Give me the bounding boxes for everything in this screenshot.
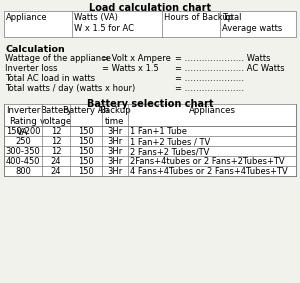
Text: Hours of Backup: Hours of Backup	[164, 13, 233, 22]
Text: 150: 150	[78, 147, 94, 156]
Text: = ………………… Watts: = ………………… Watts	[175, 54, 271, 63]
Text: 12: 12	[51, 147, 61, 156]
Text: Appliance: Appliance	[6, 13, 48, 22]
Text: = Watts x 1.5: = Watts x 1.5	[102, 64, 159, 73]
Text: Inverter loss: Inverter loss	[5, 64, 58, 73]
Text: 3Hr: 3Hr	[107, 158, 123, 166]
Text: Wattage of the appliance: Wattage of the appliance	[5, 54, 111, 63]
Text: 2 Fans+2 Tubes/TV: 2 Fans+2 Tubes/TV	[130, 147, 209, 156]
Text: = …………………: = …………………	[175, 84, 244, 93]
Text: 3Hr: 3Hr	[107, 128, 123, 136]
Text: Battery
voltage: Battery voltage	[40, 106, 72, 126]
Text: 800: 800	[15, 168, 31, 177]
Text: Inverter
Rating
VA: Inverter Rating VA	[6, 106, 40, 137]
Text: Appliances: Appliances	[188, 106, 236, 115]
Text: Watts (VA)
W x 1.5 for AC: Watts (VA) W x 1.5 for AC	[74, 13, 134, 33]
Text: = …………………: = …………………	[175, 74, 244, 83]
Text: 3Hr: 3Hr	[107, 147, 123, 156]
Text: 150-200: 150-200	[6, 128, 40, 136]
Text: Backup
time: Backup time	[99, 106, 131, 126]
Text: 400-450: 400-450	[6, 158, 40, 166]
Text: Battery selection chart: Battery selection chart	[87, 99, 213, 109]
Text: 1 Fan+2 Tubes / TV: 1 Fan+2 Tubes / TV	[130, 138, 210, 147]
Text: Load calculation chart: Load calculation chart	[89, 3, 211, 13]
Text: Total watts / day (watts x hour): Total watts / day (watts x hour)	[5, 84, 135, 93]
Text: 3Hr: 3Hr	[107, 168, 123, 177]
Text: 150: 150	[78, 158, 94, 166]
Bar	[4, 104, 296, 176]
Text: Battery Ah: Battery Ah	[63, 106, 109, 115]
Bar	[4, 11, 296, 37]
Text: 4 Fans+4Tubes or 2 Fans+4Tubes+TV: 4 Fans+4Tubes or 2 Fans+4Tubes+TV	[130, 168, 288, 177]
Text: 150: 150	[78, 168, 94, 177]
Text: 24: 24	[51, 168, 61, 177]
Text: 250: 250	[15, 138, 31, 147]
Text: Calculation: Calculation	[5, 45, 65, 54]
Text: 300-350: 300-350	[6, 147, 41, 156]
Text: 150: 150	[78, 138, 94, 147]
Text: 2Fans+4tubes or 2 Fans+2Tubes+TV: 2Fans+4tubes or 2 Fans+2Tubes+TV	[130, 158, 285, 166]
Text: 150: 150	[78, 128, 94, 136]
Text: = Volt x Ampere: = Volt x Ampere	[102, 54, 171, 63]
Text: Total AC load in watts: Total AC load in watts	[5, 74, 95, 83]
Text: Total
Average watts: Total Average watts	[222, 13, 282, 33]
Text: 24: 24	[51, 158, 61, 166]
Text: 12: 12	[51, 128, 61, 136]
Text: 12: 12	[51, 138, 61, 147]
Text: 1 Fan+1 Tube: 1 Fan+1 Tube	[130, 128, 187, 136]
Text: = ………………… AC Watts: = ………………… AC Watts	[175, 64, 285, 73]
Text: 3Hr: 3Hr	[107, 138, 123, 147]
